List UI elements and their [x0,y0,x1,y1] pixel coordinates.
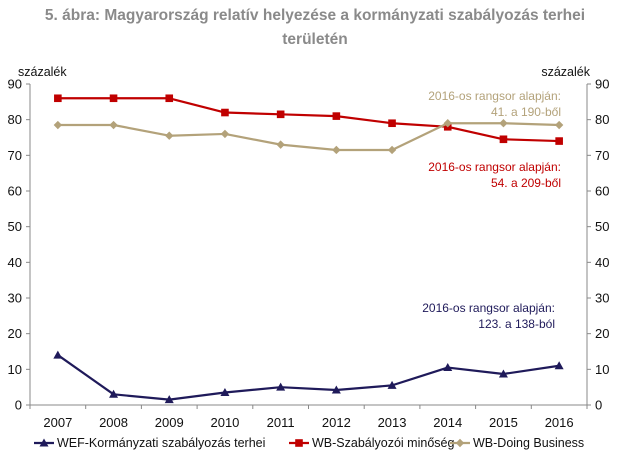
data-point-0 [443,363,453,372]
y-tick-label-left: 10 [8,362,22,377]
data-point-2 [109,120,118,130]
data-point-2 [220,129,230,139]
annotation-line2: 123. a 138-ból [478,317,555,331]
y-unit-label-left: százalék [18,65,67,79]
y-tick-label-right: 90 [595,77,609,92]
y-tick-label-right: 40 [595,255,609,270]
y-tick-label-left: 40 [8,255,22,270]
y-tick-label-right: 60 [595,184,609,199]
data-point-1 [332,112,341,120]
x-tick-label: 2008 [99,415,128,430]
x-tick-label: 2011 [267,415,295,430]
series-line-0 [57,354,560,401]
y-tick-label-right: 30 [595,291,609,306]
legend-label-0: WEF-Kormányzati szabályozás terhei [57,436,265,450]
data-point-1 [109,94,118,103]
chart-title-line2: területén [282,31,348,48]
data-point-0 [53,350,63,359]
y-tick-label-left: 20 [8,326,22,341]
series-line-2 [57,122,560,152]
data-point-1 [221,108,229,117]
y-tick-label-left: 80 [8,112,22,127]
y-tick-label-left: 50 [8,219,22,234]
y-tick-label-right: 10 [595,362,609,377]
x-tick-label: 2012 [322,415,351,430]
y-tick-label-left: 30 [8,291,22,306]
data-point-0 [331,385,341,394]
data-point-0 [554,361,564,370]
chart-title-line1: 5. ábra: Magyarország relatív helyezése … [44,7,586,24]
legend-marker-0 [39,438,49,447]
data-point-1 [276,110,285,119]
y-tick-label-right: 50 [595,219,609,234]
y-tick-label-left: 0 [15,398,22,413]
y-tick-label-right: 70 [595,148,609,163]
annotation-line2: 41. a 190-ből [491,105,561,119]
data-point-1 [555,137,563,145]
x-tick-label: 2010 [210,415,239,430]
data-point-0 [220,388,230,397]
data-point-0 [164,395,174,404]
data-point-2 [554,120,564,130]
y-tick-label-left: 70 [8,148,22,163]
data-point-1 [165,94,174,103]
legend-label-2: WB-Doing Business [473,436,584,450]
x-tick-label: 2015 [489,415,518,430]
y-unit-label-right: százalék [541,65,590,79]
data-point-1 [388,119,396,128]
y-tick-label-right: 20 [595,326,609,341]
annotation-line1: 2016-os rangsor alapján: [428,89,561,103]
series-line-1 [57,97,560,143]
x-tick-label: 2013 [378,415,407,430]
data-point-2 [499,119,508,128]
data-point-2 [53,120,63,130]
chart-title: 5. ábra: Magyarország relatív helyezése … [0,4,630,52]
y-tick-label-right: 0 [595,398,602,413]
data-point-2 [332,145,341,155]
x-tick-label: 2014 [433,415,462,430]
legend-marker-1 [295,439,303,447]
data-point-0 [498,369,508,378]
data-point-1 [54,94,62,103]
annotation-line1: 2016-os rangsor alapján: [422,301,555,315]
data-point-2 [443,119,452,128]
data-point-0 [387,380,397,389]
data-point-0 [276,382,286,391]
x-tick-label: 2016 [545,415,574,430]
data-point-0 [109,389,119,398]
y-tick-label-left: 90 [8,77,22,92]
annotation-line1: 2016-os rangsor alapján: [428,160,561,174]
annotation-line2: 54. a 209-ből [491,176,561,190]
legend-label-1: WB-Szabályozói minőség [312,436,454,450]
x-tick-label: 2009 [155,415,184,430]
data-point-1 [499,135,508,144]
legend-marker-2 [455,438,465,448]
data-point-2 [165,131,174,140]
y-tick-label-right: 80 [595,112,609,127]
data-point-2 [276,140,285,149]
data-point-2 [387,145,397,155]
y-tick-label-left: 60 [8,184,22,199]
x-tick-label: 2007 [43,415,72,430]
